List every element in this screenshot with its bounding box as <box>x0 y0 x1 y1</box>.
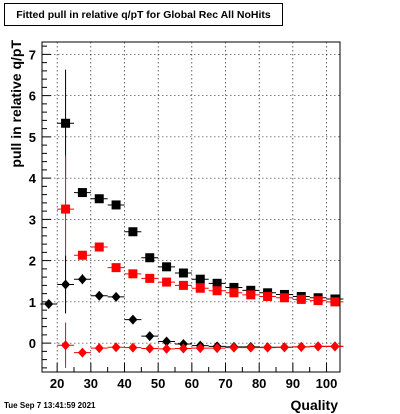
data-point <box>128 227 138 237</box>
data-point <box>212 278 222 288</box>
data-point <box>263 292 273 302</box>
data-point <box>229 282 239 292</box>
data-point <box>178 343 188 354</box>
data-point <box>162 277 172 287</box>
data-point <box>162 262 172 272</box>
data-point <box>313 296 323 306</box>
data-point <box>61 340 71 351</box>
series-square <box>57 155 344 307</box>
data-point <box>263 342 273 353</box>
data-point <box>246 285 256 295</box>
grid <box>42 42 340 372</box>
data-point <box>178 268 188 278</box>
data-point <box>195 343 205 354</box>
data-point <box>111 291 121 302</box>
data-point <box>128 314 138 325</box>
data-point <box>128 269 138 279</box>
data-point <box>77 347 87 358</box>
data-point <box>313 341 323 352</box>
y-tick-label: 7 <box>29 47 36 62</box>
data-point <box>61 279 71 290</box>
data-point <box>296 341 306 352</box>
x-tick-label: 70 <box>218 376 232 391</box>
data-point <box>162 336 172 347</box>
y-axis-title: pull in relative q/pT <box>8 40 24 168</box>
x-tick-label: 100 <box>316 376 338 391</box>
chart-title: Fitted pull in relative q/pT for Global … <box>16 9 271 21</box>
plot-frame <box>41 41 341 373</box>
data-point <box>279 342 289 353</box>
data-point <box>330 297 340 307</box>
data-point <box>162 343 172 354</box>
data-point <box>61 204 71 214</box>
data-point <box>61 118 71 128</box>
data-point <box>296 294 306 304</box>
data-point <box>145 253 155 263</box>
data-point <box>212 286 222 296</box>
x-tick-label: 60 <box>185 376 199 391</box>
data-point <box>111 342 121 353</box>
data-point <box>145 273 155 283</box>
x-tick-label: 20 <box>50 376 64 391</box>
y-tick-label: 6 <box>29 89 36 104</box>
x-tick-label: 30 <box>84 376 98 391</box>
data-point <box>44 298 54 309</box>
data-point <box>111 200 121 210</box>
data-point <box>279 293 289 303</box>
y-tick-label: 4 <box>29 171 37 186</box>
data-point <box>178 280 188 290</box>
x-tick-label: 40 <box>117 376 131 391</box>
data-point <box>229 342 239 353</box>
series-diamond <box>57 322 344 368</box>
data-point <box>246 342 256 353</box>
data-point <box>94 343 104 354</box>
data-point <box>77 188 87 198</box>
data-point <box>128 342 138 353</box>
y-tick-label: 5 <box>29 130 36 145</box>
data-point <box>77 250 87 260</box>
data-point <box>195 274 205 284</box>
y-tick-label: 2 <box>29 254 36 269</box>
data-point <box>94 242 104 252</box>
data-point <box>212 343 222 354</box>
timestamp: Tue Sep 7 13:41:59 2021 <box>4 401 96 410</box>
x-tick-label: 90 <box>286 376 300 391</box>
data-point <box>145 331 155 342</box>
data-point <box>77 274 87 285</box>
x-tick-label: 80 <box>252 376 266 391</box>
x-axis-title: Quality <box>291 397 339 413</box>
data-point <box>94 290 104 301</box>
y-tick-label: 0 <box>29 336 36 351</box>
x-tick-label: 50 <box>151 376 165 391</box>
y-tick-label: 3 <box>29 212 36 227</box>
data-point <box>229 288 239 298</box>
data-point <box>330 341 340 352</box>
chart-title-box: Fitted pull in relative q/pT for Global … <box>4 3 283 26</box>
data-point <box>246 290 256 300</box>
data-series <box>40 69 344 368</box>
y-tick-label: 1 <box>29 295 36 310</box>
data-point <box>145 343 155 354</box>
axis-ticks: 20 30 40 50 60 70 80 90 100 0 1 2 3 4 5 6 7 <box>29 45 338 391</box>
data-point <box>195 283 205 293</box>
data-point <box>94 194 104 204</box>
data-point <box>111 263 121 273</box>
